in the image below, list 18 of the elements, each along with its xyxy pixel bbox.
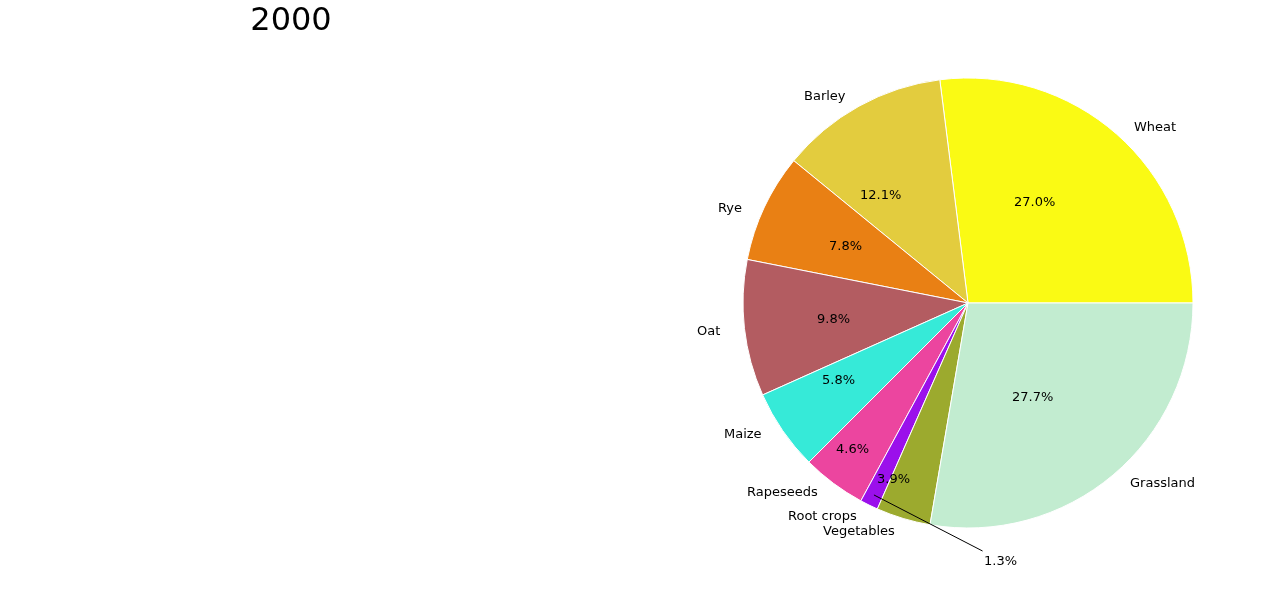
slice-label: Rapeseeds <box>747 484 818 499</box>
data-label: 4.6% <box>836 441 870 456</box>
text: 2000 <box>250 0 332 39</box>
data-label: 7.8% <box>829 238 863 253</box>
slice-label: Grassland <box>1130 475 1195 490</box>
data-label: 27.0% <box>1014 194 1056 209</box>
slice-label: Maize <box>724 426 762 441</box>
slice-label: Vegetables <box>823 523 896 538</box>
data-label: 27.7% <box>1012 389 1054 404</box>
slice-label: Oat <box>697 323 721 338</box>
data-label: 5.8% <box>822 372 856 387</box>
slice-label: Rye <box>718 200 743 215</box>
data-label: 1.3% <box>984 553 1018 568</box>
slice-label: Barley <box>804 88 846 103</box>
slice-label: Wheat <box>1134 119 1177 134</box>
data-label: 12.1% <box>860 187 902 202</box>
slice-label: Root crops <box>788 508 857 523</box>
data-label: 9.8% <box>817 311 851 326</box>
